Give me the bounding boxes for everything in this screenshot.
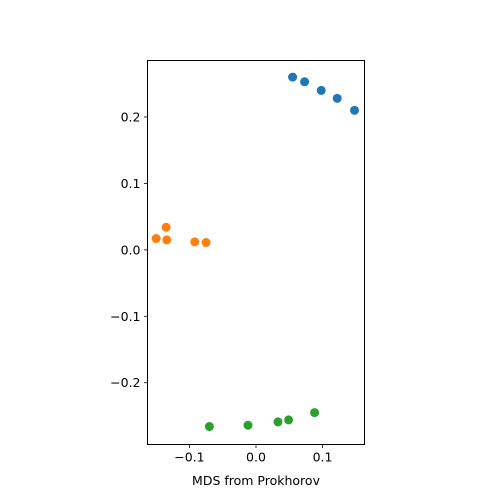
scatter-point-series-3	[284, 415, 294, 425]
scatter-point-series-2	[162, 235, 172, 245]
scatter-point-series-3	[310, 408, 320, 418]
scatter-point-series-1	[300, 77, 310, 87]
scatter-point-series-2	[190, 237, 200, 247]
y-tick-label: 0.2	[121, 109, 141, 124]
scatter-point-series-1	[332, 93, 342, 103]
y-tick-label: 0.1	[121, 176, 141, 191]
scatter-point-series-3	[273, 417, 283, 427]
x-tick-label: −0.1	[174, 450, 204, 465]
x-axis-label: MDS from Prokhorov	[192, 473, 321, 488]
plot-frame	[147, 60, 365, 445]
scatter-point-series-1	[350, 105, 360, 115]
ticks-layer: −0.1 0.0 0.1 −0.2 −0.1 0.0 0.1 0.2	[110, 109, 332, 464]
x-tick-label: 0.1	[313, 450, 333, 465]
scatter-point-series-2	[161, 222, 171, 232]
y-tick-label: −0.1	[110, 309, 140, 324]
scatter-point-series-3	[204, 422, 214, 432]
scatter-point-series-3	[243, 420, 253, 430]
x-tick-label: 0.0	[246, 450, 266, 465]
y-tick-label: 0.0	[121, 242, 141, 257]
scatter-point-series-2	[151, 234, 161, 244]
scatter-point-series-1	[288, 72, 298, 82]
points-layer	[151, 72, 360, 432]
scatter-point-series-1	[316, 85, 326, 95]
scatter-point-series-2	[201, 238, 211, 248]
y-tick-label: −0.2	[110, 375, 140, 390]
